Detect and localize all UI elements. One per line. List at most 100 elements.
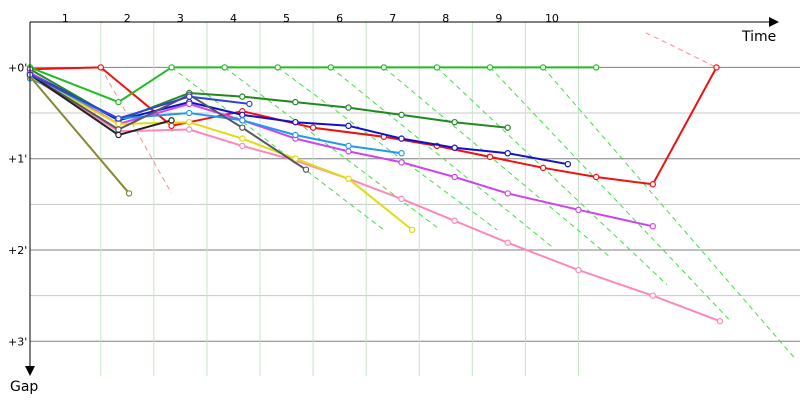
data-point [649,292,656,299]
data-point [345,175,352,182]
data-point [504,190,511,197]
pit-line [542,67,795,359]
data-point [486,153,494,161]
data-point [97,64,104,71]
pit-line [224,66,441,231]
data-point [345,142,352,150]
data-point [592,64,600,71]
data-point [504,239,511,246]
data-point [292,131,299,139]
data-point [125,190,133,197]
data-point [398,159,405,166]
series-line [29,72,654,228]
data-point [504,150,511,157]
data-point [380,64,388,71]
data-point [398,135,405,142]
lap-label: 8 [442,12,449,25]
gap-tick-label: +0' [8,61,27,74]
data-point [186,126,193,133]
data-point [292,155,299,162]
data-point [186,93,193,100]
series-layer [26,64,724,325]
data-point [592,173,600,181]
data-point [345,148,352,155]
data-point [186,118,193,126]
x-axis-title: Time [741,29,776,45]
data-point [239,117,246,124]
data-point [115,120,122,128]
axes: Time Gap [10,17,779,395]
data-point [239,93,246,100]
lap-label: 2 [124,12,131,25]
data-point [246,100,253,108]
data-point [539,64,547,71]
lap-label: 9 [495,12,502,25]
data-point [292,118,299,126]
data-point [221,64,228,71]
data-point [451,173,458,181]
data-point [302,166,310,173]
data-point [451,118,458,126]
pit-line [171,66,385,231]
series-line [29,75,721,323]
data-point [716,318,724,325]
data-point [168,64,175,71]
data-point [575,266,582,274]
data-point [398,111,405,119]
series-line [29,66,718,186]
lap-label: 1 [62,12,69,25]
data-point [239,135,246,142]
lap-grid [29,22,579,376]
series-line [29,75,130,195]
lap-label: 7 [389,12,396,25]
data-point [115,115,122,122]
data-point [239,124,246,131]
pit-line [436,67,668,286]
data-point [433,64,441,71]
pit-line [489,67,732,322]
gap-labels: +0' +1' +2' +3' [8,61,27,348]
data-point [408,226,416,234]
data-point [713,64,720,71]
data-point [239,142,246,150]
data-point [186,109,193,117]
data-point [186,100,193,108]
data-point [398,150,405,157]
lap-label: 6 [336,12,343,25]
data-point [345,122,352,130]
data-point [292,98,299,106]
data-point [327,64,334,71]
data-point [168,122,175,130]
y-axis-arrow [25,366,35,376]
pit-line [383,67,611,258]
data-point [115,98,122,106]
y-axis-title: Gap [10,379,38,395]
pit-line [277,66,498,231]
lap-labels: 1 2 3 4 5 6 7 8 9 10 [62,12,559,25]
data-point [575,206,582,214]
data-point [239,111,246,119]
lap-label: 3 [177,12,184,25]
data-point [398,195,405,203]
data-point [486,64,494,71]
data-point [451,144,458,151]
data-point [115,126,122,133]
data-point [539,164,547,172]
lap-label: 5 [283,12,290,25]
lap-label: 4 [230,12,237,25]
gap-tick-label: +1' [8,153,27,166]
gap-tick-label: +3' [8,335,27,348]
x-axis-arrow [769,17,779,27]
data-point [115,131,122,139]
data-point [504,124,511,131]
pit-line [645,32,717,68]
data-point [168,117,175,124]
gap-tick-label: +2' [8,244,27,257]
data-point [345,104,352,111]
series-line [29,73,250,120]
data-point [274,64,281,71]
data-point [451,217,458,224]
data-point [649,223,656,230]
lap-label: 10 [545,12,559,25]
